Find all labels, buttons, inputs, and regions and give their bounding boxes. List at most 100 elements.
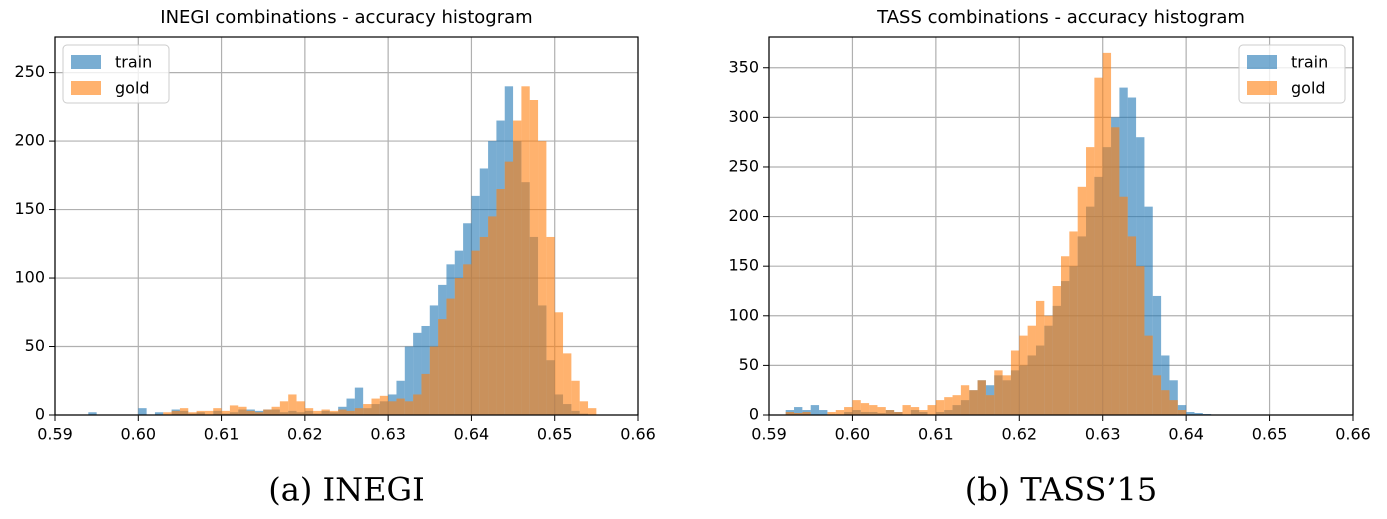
bar <box>927 405 936 415</box>
bar <box>919 410 928 415</box>
bar <box>1169 380 1178 415</box>
bar <box>263 409 272 415</box>
bar <box>1010 350 1020 415</box>
bar <box>835 410 845 415</box>
bar <box>304 408 314 415</box>
bar <box>1152 295 1162 415</box>
x-tick-label: 0.65 <box>1252 425 1288 444</box>
bar <box>1136 266 1145 415</box>
bar <box>810 405 820 415</box>
bar <box>579 401 589 415</box>
x-tick-label: 0.66 <box>1335 425 1371 444</box>
bar <box>138 408 147 415</box>
bar <box>1119 196 1128 415</box>
x-tick-label: 0.60 <box>120 425 156 444</box>
bar <box>977 380 986 415</box>
bar <box>1186 412 1195 415</box>
bar <box>785 412 795 415</box>
bar <box>338 409 347 415</box>
bar <box>346 398 355 415</box>
bar <box>985 395 995 415</box>
bar <box>288 394 297 415</box>
x-tick-label: 0.62 <box>1001 425 1037 444</box>
chart-title: TASS combinations - accuracy histogram <box>876 7 1245 28</box>
bar <box>563 353 572 415</box>
legend-swatch <box>71 55 101 69</box>
bar <box>529 100 539 415</box>
bar <box>421 373 430 415</box>
y-tick-label: 0 <box>749 405 759 424</box>
y-tick-label: 0 <box>35 405 45 424</box>
y-tick-label: 350 <box>728 57 759 76</box>
bar <box>246 410 255 415</box>
bar <box>521 86 530 415</box>
bar <box>1027 325 1036 415</box>
bar <box>1194 413 1203 415</box>
bar <box>1052 286 1061 415</box>
bar <box>1177 410 1187 415</box>
bar <box>1077 186 1087 415</box>
bar <box>910 407 920 415</box>
bar <box>446 298 455 415</box>
bar <box>188 412 197 415</box>
bar <box>163 412 172 415</box>
bar <box>1019 335 1028 415</box>
bar <box>279 401 289 415</box>
bar <box>1044 315 1053 415</box>
legend-label: train <box>115 53 152 72</box>
bar <box>238 406 247 415</box>
bar <box>329 410 339 415</box>
bar <box>935 400 945 415</box>
bar <box>396 398 405 415</box>
bar <box>346 410 355 415</box>
bar <box>1144 335 1153 415</box>
y-tick-label: 50 <box>739 355 759 374</box>
x-tick-label: 0.62 <box>287 425 323 444</box>
bar <box>413 394 422 415</box>
bar <box>488 216 497 415</box>
y-tick-label: 200 <box>728 206 759 225</box>
bar <box>877 407 886 415</box>
plot-frame <box>768 36 1354 416</box>
bar <box>1035 300 1045 415</box>
bar <box>1152 375 1162 415</box>
bar <box>885 410 895 415</box>
bar <box>171 410 180 415</box>
bar <box>894 412 903 415</box>
x-tick-label: 0.60 <box>835 425 871 444</box>
x-tick-label: 0.65 <box>537 425 573 444</box>
bar <box>204 410 214 415</box>
bar <box>438 319 447 415</box>
bar <box>1111 127 1120 416</box>
bar <box>321 409 330 415</box>
x-tick-label: 0.59 <box>751 425 787 444</box>
bar <box>571 380 580 415</box>
bar <box>479 236 489 415</box>
bar <box>546 236 555 415</box>
bar <box>354 408 364 415</box>
plot-frame <box>54 36 639 416</box>
bar <box>827 412 836 415</box>
y-tick-label: 150 <box>728 256 759 275</box>
bar <box>371 398 380 415</box>
bar <box>404 401 414 415</box>
x-tick-label: 0.64 <box>1168 425 1204 444</box>
bar <box>852 400 861 415</box>
bar <box>588 408 597 415</box>
bar <box>1086 147 1095 416</box>
bar <box>794 413 803 415</box>
bar <box>1094 77 1103 416</box>
bar <box>960 385 970 415</box>
bar <box>952 395 961 415</box>
bar <box>1127 236 1137 415</box>
bar <box>179 408 189 415</box>
bar <box>154 412 164 415</box>
bar <box>504 161 514 415</box>
bar <box>421 325 430 415</box>
y-tick-label: 250 <box>728 156 759 175</box>
y-tick-label: 50 <box>25 336 45 355</box>
y-tick-label: 100 <box>14 268 45 287</box>
bar <box>471 250 480 415</box>
bar <box>379 395 389 415</box>
bar <box>296 401 305 415</box>
